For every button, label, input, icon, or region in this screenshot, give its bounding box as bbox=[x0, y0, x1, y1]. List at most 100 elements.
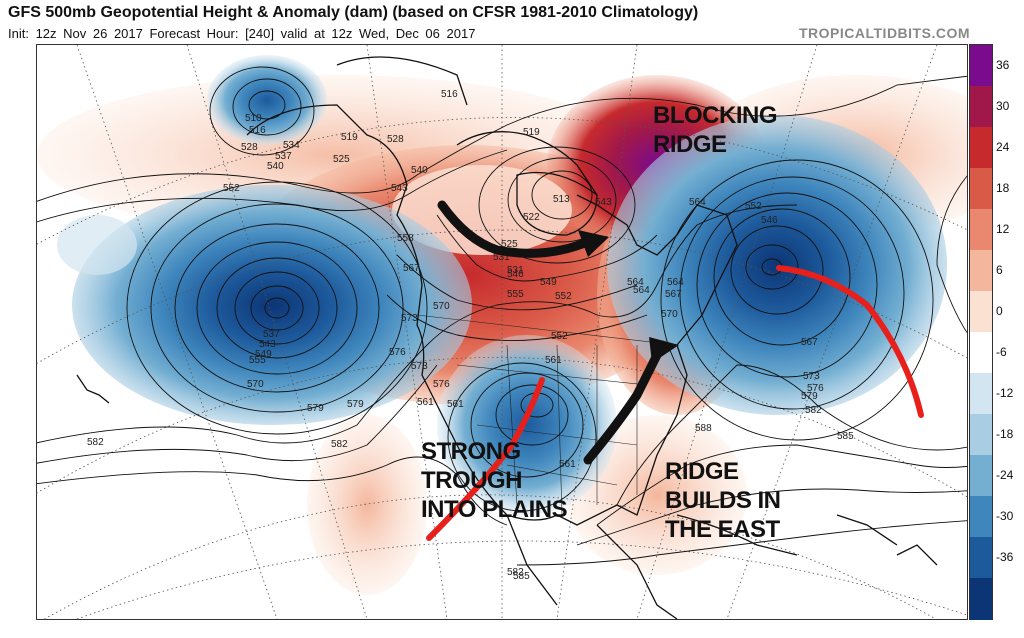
trough-axis-plains bbox=[426, 377, 545, 541]
contour-label: 522 bbox=[523, 212, 540, 223]
contour-label: 534 bbox=[283, 140, 300, 151]
contour-label: 546 bbox=[761, 215, 778, 226]
contour-label: 573 bbox=[401, 313, 418, 324]
valid-time: valid at 12z Wed, Dec 06 2017 bbox=[280, 26, 476, 41]
flow-arrow-north bbox=[437, 200, 597, 258]
contour-label: 564 bbox=[627, 277, 644, 288]
contour-label: 555 bbox=[249, 355, 266, 366]
trough-axis-atlantic bbox=[776, 265, 924, 418]
annotation-arrows bbox=[426, 200, 924, 541]
annotation-strong-trough: STRONG TROUGH INTO PLAINS bbox=[421, 437, 568, 524]
anomaly-colorbar bbox=[969, 44, 993, 620]
contour-label: 513 bbox=[553, 194, 570, 205]
colorbar-segment bbox=[970, 291, 992, 333]
contour-label: 573 bbox=[803, 371, 820, 382]
colorbar-segment bbox=[970, 332, 992, 374]
colorbar-tick-label: -36 bbox=[996, 549, 1014, 564]
contour-label: 555 bbox=[507, 289, 524, 300]
contour-label: 561 bbox=[545, 355, 562, 366]
colorbar-segment bbox=[970, 373, 992, 415]
contour-label: 588 bbox=[695, 423, 712, 434]
contour-label: 528 bbox=[387, 134, 404, 145]
contour-label: 579 bbox=[307, 403, 324, 414]
annotation-blocking-ridge: BLOCKING RIDGE bbox=[653, 101, 778, 159]
contour-label: 579 bbox=[801, 391, 818, 402]
colorbar-tick-label: -18 bbox=[996, 426, 1014, 441]
forecast-hour: Forecast Hour: [240] bbox=[149, 26, 274, 41]
map-canvas: 510 516 528 534 537 540 552 519 525 528 … bbox=[37, 45, 967, 619]
annotation-line: TROUGH bbox=[421, 467, 523, 494]
height-contours bbox=[37, 66, 967, 566]
contour-label: 576 bbox=[807, 383, 824, 394]
contour-label: 552 bbox=[555, 291, 572, 302]
colorbar-segment bbox=[970, 455, 992, 497]
contour-label: 558 bbox=[397, 233, 414, 244]
annotation-ridge-builds: RIDGE BUILDS IN THE EAST bbox=[665, 457, 781, 544]
contour-label: 549 bbox=[540, 277, 557, 288]
annotation-line: BUILDS IN bbox=[665, 487, 781, 514]
contour-label: 564 bbox=[689, 197, 706, 208]
colorbar-tick-label: -30 bbox=[996, 508, 1014, 523]
colorbar-tick-label: -12 bbox=[996, 385, 1014, 400]
contour-label: 528 bbox=[241, 142, 258, 153]
contour-label: 519 bbox=[523, 127, 540, 138]
colorbar-tick-label: 18 bbox=[996, 180, 1010, 195]
contour-label: 543 bbox=[595, 197, 612, 208]
contour-label: 546 bbox=[507, 269, 524, 280]
contour-label: 510 bbox=[245, 113, 262, 124]
contour-label: 582 bbox=[331, 439, 348, 450]
contour-label: 582 bbox=[507, 567, 524, 578]
contour-label: 585 bbox=[837, 431, 854, 442]
contour-label: 531 bbox=[493, 252, 510, 263]
contour-label: 582 bbox=[87, 437, 104, 448]
contour-label: 540 bbox=[411, 165, 428, 176]
colorbar-tick-label: -24 bbox=[996, 467, 1014, 482]
contour-label: 537 bbox=[275, 151, 292, 162]
colorbar-segment bbox=[970, 537, 992, 579]
anomaly-shading bbox=[37, 55, 967, 595]
colorbar-segment bbox=[970, 250, 992, 292]
map-title: GFS 500mb Geopotential Height & Anomaly … bbox=[8, 4, 699, 21]
colorbar-tick-label: 12 bbox=[996, 221, 1010, 236]
contour-label: 552 bbox=[745, 201, 762, 212]
annotation-line: THE EAST bbox=[665, 516, 780, 543]
contour-label: 564 bbox=[667, 277, 684, 288]
colorbar-tick-label: -6 bbox=[996, 344, 1007, 359]
colorbar-segment bbox=[970, 414, 992, 456]
colorbar-tick-label: 0 bbox=[996, 303, 1003, 318]
contour-label: 561 bbox=[559, 459, 576, 470]
map-subtitle: Init: 12z Nov 26 2017 Forecast Hour: [24… bbox=[8, 26, 475, 41]
arrow-head bbox=[649, 337, 679, 363]
contour-label: 570 bbox=[661, 309, 678, 320]
contour-label: 567 bbox=[665, 289, 682, 300]
contour-label: 582 bbox=[805, 405, 822, 416]
colorbar-segment bbox=[970, 45, 992, 87]
colorbar-segment bbox=[970, 86, 992, 128]
contour-label: 549 bbox=[255, 349, 272, 360]
contour-label: 531 bbox=[507, 265, 524, 276]
contour-label: 576 bbox=[433, 379, 450, 390]
contour-label: 516 bbox=[249, 125, 266, 136]
colorbar-segment bbox=[970, 127, 992, 169]
arrow-head bbox=[578, 230, 609, 257]
annotation-line: RIDGE bbox=[665, 458, 739, 485]
contour-label: 567 bbox=[403, 263, 420, 274]
contour-label: 585 bbox=[513, 571, 530, 582]
contour-label: 561 bbox=[447, 399, 464, 410]
colorbar-tick-label: 24 bbox=[996, 139, 1010, 154]
annotation-line: BLOCKING bbox=[653, 102, 778, 129]
contour-label: 543 bbox=[259, 339, 276, 350]
political-borders bbox=[416, 314, 678, 516]
contour-label: 564 bbox=[633, 285, 650, 296]
colorbar-segment bbox=[970, 168, 992, 210]
weather-map: 510 516 528 534 537 540 552 519 525 528 … bbox=[36, 44, 968, 620]
contour-label: 552 bbox=[223, 183, 240, 194]
colorbar-tick-label: 6 bbox=[996, 262, 1003, 277]
brand-watermark: TROPICALTIDBITS.COM bbox=[798, 25, 970, 41]
annotation-line: INTO PLAINS bbox=[421, 496, 568, 523]
contour-label: 576 bbox=[389, 347, 406, 358]
contour-label: 570 bbox=[433, 301, 450, 312]
contour-label: 540 bbox=[267, 161, 284, 172]
colorbar-segment bbox=[970, 209, 992, 251]
contour-label: 573 bbox=[411, 361, 428, 372]
